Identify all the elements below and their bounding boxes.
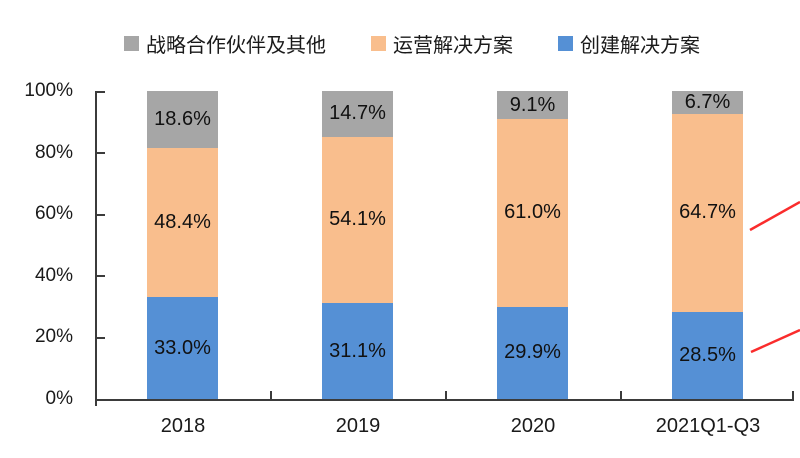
legend-label: 战略合作伙伴及其他 bbox=[146, 35, 326, 57]
x-tick-mark bbox=[620, 391, 622, 399]
data-label: 48.4% bbox=[154, 211, 211, 234]
legend-label: 创建解决方案 bbox=[580, 35, 700, 57]
y-tick-label-0: 0% bbox=[45, 388, 73, 409]
segment-creation-solutions: 28.5% bbox=[672, 311, 743, 399]
data-label: 54.1% bbox=[329, 208, 386, 231]
legend-label: 运营解决方案 bbox=[393, 35, 513, 57]
y-tick-label-40: 40% bbox=[34, 265, 73, 286]
callout-line bbox=[750, 328, 800, 354]
data-label: 18.6% bbox=[154, 108, 211, 131]
callout-line bbox=[749, 200, 800, 232]
data-label: 6.7% bbox=[684, 91, 731, 113]
y-tick-label-60: 60% bbox=[34, 203, 73, 224]
segment-creation-solutions: 33.0% bbox=[147, 297, 218, 399]
segment-operating-solutions: 48.4% bbox=[147, 148, 218, 298]
x-axis-line bbox=[95, 399, 794, 401]
x-category-label-2020: 2020 bbox=[510, 415, 556, 437]
y-tick-mark bbox=[97, 337, 105, 339]
bar-2020: 29.9% 61.0% 9.1% bbox=[497, 91, 568, 399]
y-tick-mark bbox=[97, 214, 105, 216]
data-label: 28.5% bbox=[679, 343, 736, 366]
y-tick-label-80: 80% bbox=[34, 142, 73, 163]
x-category-label-2021q1-q3: 2021Q1-Q3 bbox=[655, 415, 761, 437]
x-category-label-2018: 2018 bbox=[160, 415, 206, 437]
legend-swatch-orange bbox=[371, 36, 386, 51]
segment-creation-solutions: 31.1% bbox=[322, 303, 393, 399]
x-tick-mark bbox=[445, 391, 447, 399]
segment-operating-solutions: 64.7% bbox=[672, 114, 743, 312]
segment-strategic-partners-other: 9.1% bbox=[497, 91, 568, 120]
legend-swatch-gray bbox=[124, 36, 139, 51]
segment-operating-solutions: 54.1% bbox=[322, 136, 393, 304]
x-tick-mark bbox=[270, 391, 272, 399]
data-label: 29.9% bbox=[504, 341, 561, 364]
y-tick-mark bbox=[97, 152, 105, 154]
segment-strategic-partners-other: 18.6% bbox=[147, 91, 218, 149]
data-label: 64.7% bbox=[679, 201, 736, 224]
legend: 战略合作伙伴及其他 运营解决方案 创建解决方案 bbox=[124, 29, 700, 58]
data-label: 14.7% bbox=[329, 102, 386, 125]
legend-swatch-blue bbox=[558, 36, 573, 51]
legend-item-strategic-partners-other: 战略合作伙伴及其他 bbox=[124, 29, 326, 58]
y-tick-mark bbox=[97, 91, 105, 93]
y-axis-line bbox=[95, 91, 97, 399]
segment-strategic-partners-other: 14.7% bbox=[322, 91, 393, 137]
bar-2021q1-q3: 28.5% 64.7% 6.7% bbox=[672, 91, 743, 399]
x-category-label-2019: 2019 bbox=[335, 415, 381, 437]
y-tick-mark bbox=[97, 275, 105, 277]
data-label: 33.0% bbox=[154, 336, 211, 359]
legend-item-operating-solutions: 运营解决方案 bbox=[371, 29, 513, 58]
segment-operating-solutions: 61.0% bbox=[497, 119, 568, 307]
segment-creation-solutions: 29.9% bbox=[497, 306, 568, 399]
y-tick-label-100: 100% bbox=[24, 80, 73, 101]
data-label: 61.0% bbox=[504, 201, 561, 224]
data-label: 9.1% bbox=[509, 93, 556, 116]
segment-strategic-partners-other: 6.7% bbox=[672, 91, 743, 114]
x-tick-mark bbox=[792, 391, 794, 399]
axis-foot-tick bbox=[95, 401, 97, 406]
data-label: 31.1% bbox=[329, 339, 386, 362]
bar-2018: 33.0% 48.4% 18.6% bbox=[147, 91, 218, 399]
y-tick-label-20: 20% bbox=[34, 326, 73, 347]
legend-item-creation-solutions: 创建解决方案 bbox=[558, 29, 700, 58]
bar-2019: 31.1% 54.1% 14.7% bbox=[322, 91, 393, 399]
